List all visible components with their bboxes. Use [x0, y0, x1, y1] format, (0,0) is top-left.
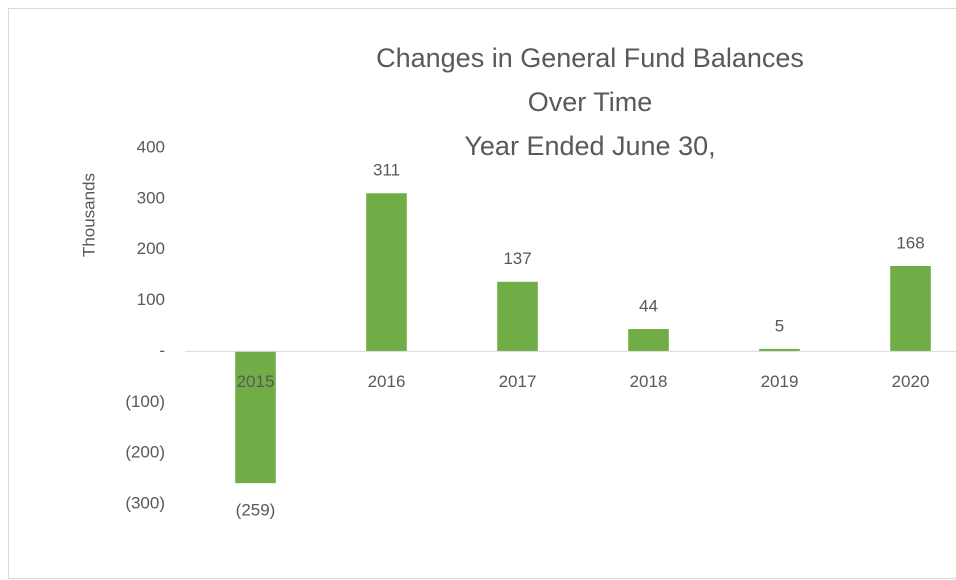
bar [890, 265, 931, 352]
bar [628, 329, 669, 352]
data-label: 44 [639, 297, 658, 316]
x-tick-label: 2017 [499, 372, 537, 391]
y-tick-label: (200) [125, 443, 165, 462]
data-label: 311 [373, 161, 400, 180]
chart-title: Year Ended June 30, [464, 131, 715, 161]
y-tick-label: 100 [137, 290, 165, 309]
y-tick-label: 300 [137, 188, 165, 207]
chart-frame [8, 8, 956, 579]
y-tick-label: - [159, 341, 165, 360]
x-tick-label: 2020 [892, 372, 930, 391]
bar [497, 281, 538, 352]
bar [235, 351, 276, 484]
data-label: (259) [236, 501, 276, 520]
chart-title: Changes in General Fund Balances [376, 43, 804, 73]
x-tick-label: 2016 [368, 372, 406, 391]
y-tick-label: (100) [125, 392, 165, 411]
data-label: 168 [896, 233, 924, 252]
bar [366, 193, 407, 352]
data-label: 5 [775, 316, 784, 335]
data-label: 137 [503, 249, 531, 268]
y-tick-label: (300) [125, 493, 165, 512]
chart-title: Over Time [528, 87, 653, 117]
x-tick-label: 2018 [630, 372, 668, 391]
x-tick-label: 2019 [761, 372, 799, 391]
y-tick-label: 200 [137, 239, 165, 258]
y-tick-label: 400 [137, 137, 165, 156]
y-axis-label: Thousands [79, 173, 98, 257]
bar [759, 348, 800, 352]
x-tick-label: 2015 [237, 372, 275, 391]
